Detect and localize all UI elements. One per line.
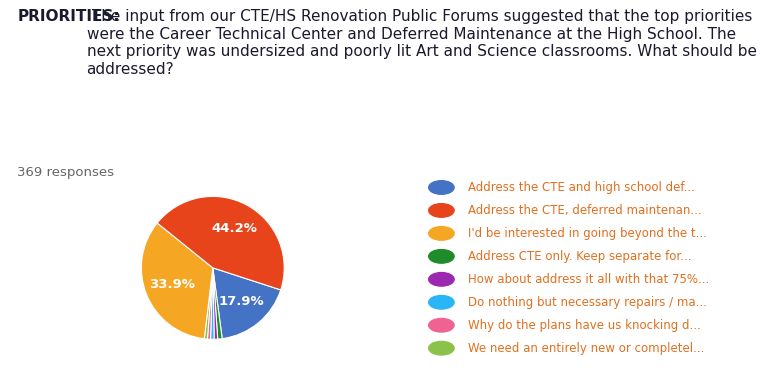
Wedge shape: [211, 268, 214, 339]
Circle shape: [429, 250, 454, 263]
Text: Why do the plans have us knocking d...: Why do the plans have us knocking d...: [468, 319, 701, 332]
Text: Address the CTE and high school def...: Address the CTE and high school def...: [468, 181, 695, 194]
Text: Address the CTE, deferred maintenan...: Address the CTE, deferred maintenan...: [468, 204, 701, 217]
Text: Address CTE only. Keep separate for...: Address CTE only. Keep separate for...: [468, 250, 692, 263]
Circle shape: [429, 203, 454, 217]
Text: 44.2%: 44.2%: [211, 222, 257, 235]
Circle shape: [429, 227, 454, 240]
Wedge shape: [157, 196, 284, 290]
Text: Do nothing but necessary repairs / ma...: Do nothing but necessary repairs / ma...: [468, 296, 707, 309]
Wedge shape: [213, 268, 280, 339]
Text: 369 responses: 369 responses: [17, 166, 115, 179]
Wedge shape: [213, 268, 217, 339]
Wedge shape: [213, 268, 222, 339]
Text: How about address it all with that 75%...: How about address it all with that 75%..…: [468, 273, 709, 286]
Text: The input from our CTE/HS Renovation Public Forums suggested that the top priori: The input from our CTE/HS Renovation Pub…: [87, 9, 757, 77]
Text: 33.9%: 33.9%: [149, 278, 195, 291]
Text: I'd be interested in going beyond the t...: I'd be interested in going beyond the t.…: [468, 227, 707, 240]
Circle shape: [429, 341, 454, 355]
Circle shape: [429, 295, 454, 309]
Wedge shape: [141, 223, 213, 339]
Text: 17.9%: 17.9%: [218, 295, 264, 308]
Circle shape: [429, 318, 454, 332]
Text: PRIORITIES:: PRIORITIES:: [17, 9, 120, 24]
Wedge shape: [207, 268, 213, 339]
Text: We need an entirely new or completel...: We need an entirely new or completel...: [468, 342, 705, 355]
Circle shape: [429, 273, 454, 286]
Circle shape: [429, 181, 454, 194]
Wedge shape: [204, 268, 213, 339]
